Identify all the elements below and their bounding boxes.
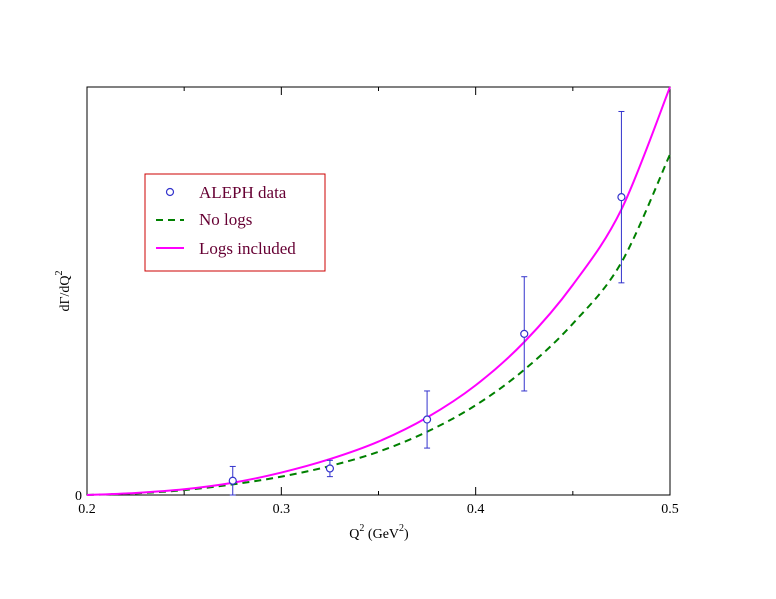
x-tick-label: 0.2 (78, 502, 96, 517)
legend-box (144, 173, 326, 272)
x-axis-title-main: Q (349, 527, 359, 542)
data-point-aleph (617, 193, 626, 202)
y-axis-title: dΓ/dQ2 (54, 270, 73, 311)
legend-label-no-logs: No logs (199, 210, 252, 229)
legend: ALEPH data No logs Logs included (144, 173, 326, 272)
x-axis-title-unit-open: (GeV (364, 527, 399, 542)
series-layer (86, 86, 671, 496)
axis-ticks: 0.2 0.3 0.4 0.5 0 (75, 87, 679, 517)
data-point-aleph (228, 476, 237, 485)
x-axis-title-unit-close: ) (404, 527, 409, 542)
x-axis-title: Q2 (GeV2) (349, 523, 409, 542)
legend-marker-aleph (165, 187, 175, 197)
x-axis-title-unit-sup: 2 (399, 523, 404, 534)
y-axis-title-main: dΓ/dQ (58, 275, 73, 311)
x-axis-title-sup: 2 (359, 523, 364, 534)
legend-label-aleph: ALEPH data (199, 183, 287, 202)
x-tick-label: 0.5 (661, 502, 679, 517)
plot-frame (86, 86, 671, 496)
data-point-aleph (325, 464, 335, 473)
series-line-logs-included (86, 86, 671, 496)
x-tick-label: 0.4 (467, 502, 485, 517)
x-tick-label: 0.3 (273, 502, 291, 517)
data-point-aleph (422, 415, 432, 424)
y-tick-label: 0 (75, 489, 82, 504)
y-axis-title-sup: 2 (54, 270, 65, 275)
data-point-aleph (520, 329, 529, 338)
legend-label-logs-included: Logs included (199, 239, 296, 258)
